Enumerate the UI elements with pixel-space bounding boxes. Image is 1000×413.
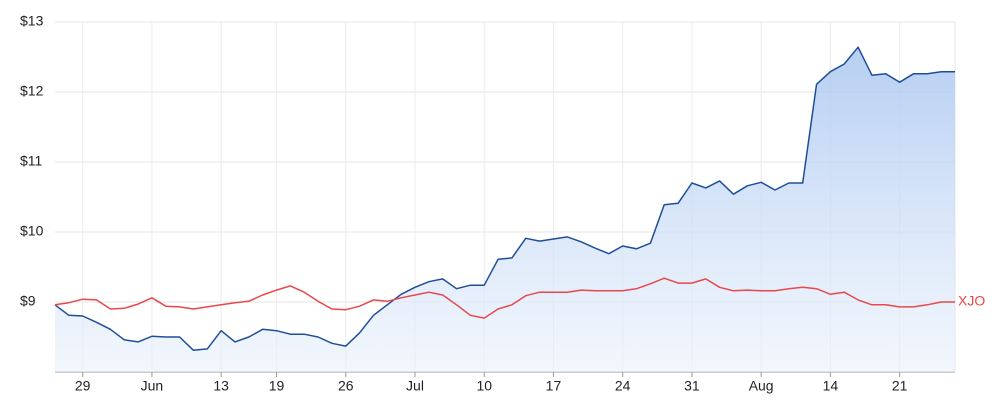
x-tick-label: 29 <box>75 378 91 394</box>
x-tick-label: Jul <box>406 378 424 394</box>
x-tick-label: Jun <box>141 378 164 394</box>
x-tick-label: 26 <box>338 378 354 394</box>
x-tick-label: 17 <box>546 378 562 394</box>
y-tick-label: $12 <box>20 83 44 99</box>
y-tick-label: $9 <box>20 293 36 309</box>
x-tick-label: 21 <box>892 378 908 394</box>
y-tick-label: $13 <box>20 13 44 29</box>
x-tick-label: 24 <box>615 378 631 394</box>
series-label: XJO <box>958 293 985 309</box>
y-tick-label: $10 <box>20 223 44 239</box>
area-fill <box>55 47 955 372</box>
x-tick-label: 19 <box>269 378 285 394</box>
series-line <box>54 46 955 352</box>
x-tick-label: 14 <box>823 378 839 394</box>
x-tick-label: Aug <box>749 378 774 394</box>
series-line <box>54 277 955 319</box>
x-tick-label: 10 <box>476 378 492 394</box>
y-tick-label: $11 <box>20 153 43 169</box>
x-tick-label: 31 <box>684 378 700 394</box>
x-tick-label: 13 <box>213 378 229 394</box>
